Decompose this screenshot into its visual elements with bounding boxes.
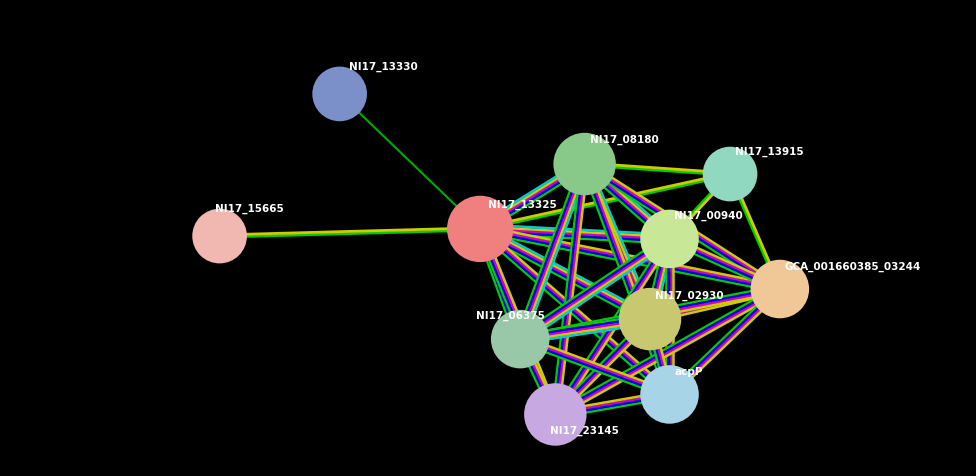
Text: NI17_02930: NI17_02930 <box>655 290 723 300</box>
Circle shape <box>751 260 809 318</box>
Text: NI17_08180: NI17_08180 <box>590 134 658 145</box>
Circle shape <box>524 384 587 446</box>
Text: NI17_13330: NI17_13330 <box>349 61 418 72</box>
Circle shape <box>640 210 699 268</box>
Circle shape <box>447 196 513 263</box>
Text: acpP: acpP <box>674 367 703 377</box>
Circle shape <box>619 288 681 350</box>
Circle shape <box>491 310 549 368</box>
Text: NI17_15665: NI17_15665 <box>215 203 283 214</box>
Circle shape <box>312 68 367 122</box>
Text: NI17_23145: NI17_23145 <box>550 424 620 435</box>
Circle shape <box>703 148 757 202</box>
Circle shape <box>192 209 247 264</box>
Text: NI17_00940: NI17_00940 <box>674 210 743 220</box>
Text: GCA_001660385_03244: GCA_001660385_03244 <box>785 261 921 271</box>
Circle shape <box>640 366 699 424</box>
Text: NI17_13915: NI17_13915 <box>735 146 803 157</box>
Text: NI17_06375: NI17_06375 <box>476 310 546 320</box>
Circle shape <box>553 134 616 196</box>
Text: NI17_13325: NI17_13325 <box>488 199 556 209</box>
